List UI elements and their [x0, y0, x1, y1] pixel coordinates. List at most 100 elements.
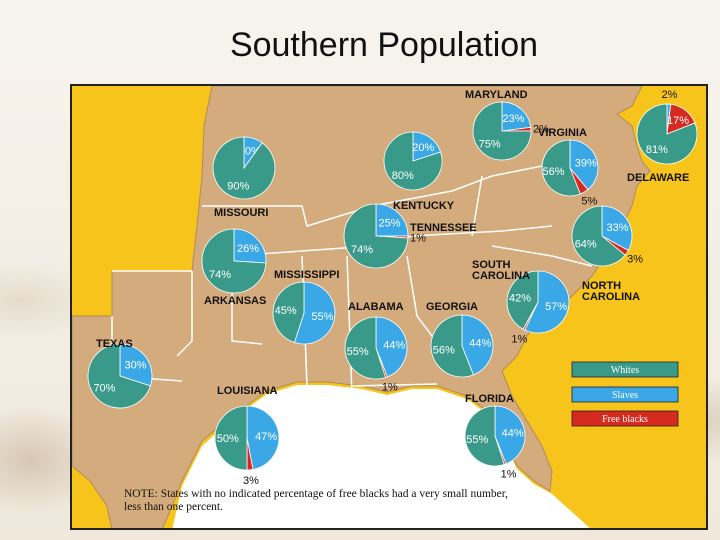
- tennessee-slaves-pct: 25%: [379, 217, 401, 229]
- georgia-whites-slice: [430, 314, 474, 378]
- missouri-pie: 10%90%MISSOURI: [212, 136, 276, 219]
- tennessee-whites-pct: 74%: [351, 244, 373, 256]
- legend-slaves-label: Slaves: [612, 390, 638, 401]
- mississippi-whites-slice: [272, 281, 305, 343]
- mississippi-pie: 55% 45% MISSISSIPPI: [272, 269, 339, 345]
- texas-slaves-pct: 30%: [125, 360, 147, 372]
- virginia-free-blacks-pct: 5%: [581, 196, 597, 208]
- kentucky-slaves-pct: 20%: [412, 142, 434, 154]
- arkansas-pie: 26% 74% ARKANSAS: [201, 228, 267, 307]
- louisiana-slaves-pct: 47%: [255, 431, 277, 443]
- louisiana-whites-pct: 50%: [217, 433, 239, 445]
- delaware-label: DELAWARE: [627, 172, 689, 184]
- virginia-pie: 39% 5% 56% VIRGINIA: [538, 127, 599, 208]
- tennessee-label: TENNESSEE: [410, 222, 477, 234]
- maryland-free-blacks-pct: 2%: [533, 124, 549, 136]
- arkansas-whites-pct: 74%: [209, 269, 231, 281]
- north-carolina-label: CAROLINA: [582, 291, 640, 303]
- texas-pie: 30% 70% TEXAS: [87, 338, 153, 409]
- legend-free-blacks-swatch: [571, 410, 679, 427]
- maryland-whites-pct: 75%: [479, 138, 501, 150]
- georgia-whites-pct: 56%: [433, 344, 455, 356]
- arkansas-slaves-pct: 26%: [237, 243, 259, 255]
- south-carolina-slaves-slice: [524, 270, 570, 334]
- legend-whites-label: Whites: [611, 365, 639, 376]
- maryland-slaves-pct: 23%: [502, 113, 524, 125]
- south-carolina-whites-slice: [506, 270, 539, 330]
- kentucky-whites-slice: [383, 131, 443, 191]
- kentucky-pie: 20% 80% KENTUCKY: [383, 131, 455, 212]
- georgia-label: GEORGIA: [426, 301, 478, 313]
- north-carolina-slaves-pct: 33%: [606, 222, 628, 234]
- missouri-whites-slice: [212, 136, 276, 200]
- legend: Whites Slaves Free blacks: [571, 361, 679, 427]
- arkansas-slaves-slice: [233, 228, 267, 264]
- north-carolina-label: NORTH: [582, 280, 621, 292]
- south-carolina-label: SOUTH: [472, 259, 511, 271]
- north-carolina-slaves-slice: [601, 205, 633, 251]
- south-carolina-slaves-pct: 57%: [545, 301, 567, 313]
- maryland-whites-slice: [472, 101, 532, 161]
- north-carolina-whites-pct: 64%: [575, 239, 597, 251]
- florida-free-blacks-pct: 1%: [501, 469, 517, 481]
- south-carolina-free-blacks-pct: 1%: [511, 334, 527, 346]
- alabama-whites-slice: [344, 316, 387, 380]
- georgia-slaves-slice: [461, 314, 494, 376]
- mississippi-whites-pct: 45%: [275, 305, 297, 317]
- slide-title: Southern Population: [229, 26, 539, 64]
- map-note: NOTE: States with no indicated percentag…: [124, 488, 509, 513]
- legend-slaves-swatch: [571, 386, 679, 403]
- kentucky-whites-pct: 80%: [392, 170, 414, 182]
- delaware-pie: 2% 17% 81% DELAWARE: [627, 89, 698, 184]
- south-carolina-label: CAROLINA: [472, 270, 530, 282]
- texas-whites-slice: [87, 343, 151, 409]
- texas-slaves-slice: [119, 343, 153, 387]
- tennessee-free-blacks-pct: 1%: [410, 232, 426, 244]
- kentucky-slaves-slice: [412, 131, 442, 162]
- north-carolina-whites-slice: [571, 205, 626, 267]
- alabama-free-blacks-pct: 1%: [382, 382, 398, 394]
- florida-pie: 44% 1% 55% FLORIDA: [464, 393, 526, 481]
- legend-free-blacks-label: Free blacks: [602, 414, 648, 425]
- pie-charts: 23% 2% 75% MARYLAND 2% 17% 81% DELAWARE 39% 5% 56%…: [87, 89, 698, 487]
- tennessee-whites-slice: [343, 203, 409, 269]
- delaware-whites-pct: 81%: [646, 144, 668, 156]
- florida-slaves-pct: 44%: [502, 428, 524, 440]
- alabama-slaves-slice: [375, 316, 408, 378]
- florida-whites-slice: [464, 405, 505, 467]
- virginia-whites-pct: 56%: [542, 166, 564, 178]
- tennessee-pie: 25% 1% 74% TENNESSEE: [343, 203, 477, 269]
- mississippi-slaves-slice: [293, 281, 336, 345]
- maryland-label: MARYLAND: [465, 89, 528, 101]
- maryland-slaves-slice: [501, 101, 532, 132]
- florida-slaves-slice: [494, 405, 526, 465]
- louisiana-pie: 47% 3% 50% LOUISIANA: [214, 385, 280, 487]
- arkansas-whites-slice: [201, 228, 267, 294]
- maryland-pie: 23% 2% 75% MARYLAND: [465, 89, 549, 161]
- delaware-slaves-pct: 2%: [662, 89, 678, 101]
- population-map: 23% 2% 75% MARYLAND 2% 17% 81% DELAWARE 39% 5% 56%…: [70, 84, 708, 530]
- louisiana-slaves-slice: [246, 405, 280, 470]
- alabama-label: ALABAMA: [348, 301, 404, 313]
- virginia-whites-slice: [541, 139, 581, 197]
- florida-whites-pct: 55%: [466, 434, 488, 446]
- alabama-slaves-pct: 44%: [383, 340, 405, 352]
- louisiana-free-blacks-pct: 3%: [243, 475, 259, 487]
- mississippi-label: MISSISSIPPI: [274, 269, 339, 281]
- tennessee-slaves-slice: [375, 203, 409, 237]
- georgia-pie: 44% 56% GEORGIA: [426, 301, 494, 378]
- virginia-slaves-slice: [569, 139, 599, 191]
- delaware-whites-slice: [636, 103, 698, 165]
- mississippi-slaves-pct: 55%: [311, 311, 333, 323]
- virginia-label: VIRGINIA: [538, 127, 587, 139]
- louisiana-label: LOUISIANA: [217, 385, 278, 397]
- arkansas-label: ARKANSAS: [204, 295, 266, 307]
- legend-whites-swatch: [571, 361, 679, 378]
- georgia-slaves-pct: 44%: [469, 338, 491, 350]
- alabama-whites-pct: 55%: [347, 346, 369, 358]
- texas-whites-pct: 70%: [93, 382, 115, 394]
- missouri-whites-pct: 90%: [227, 181, 249, 193]
- texas-label: TEXAS: [96, 338, 133, 350]
